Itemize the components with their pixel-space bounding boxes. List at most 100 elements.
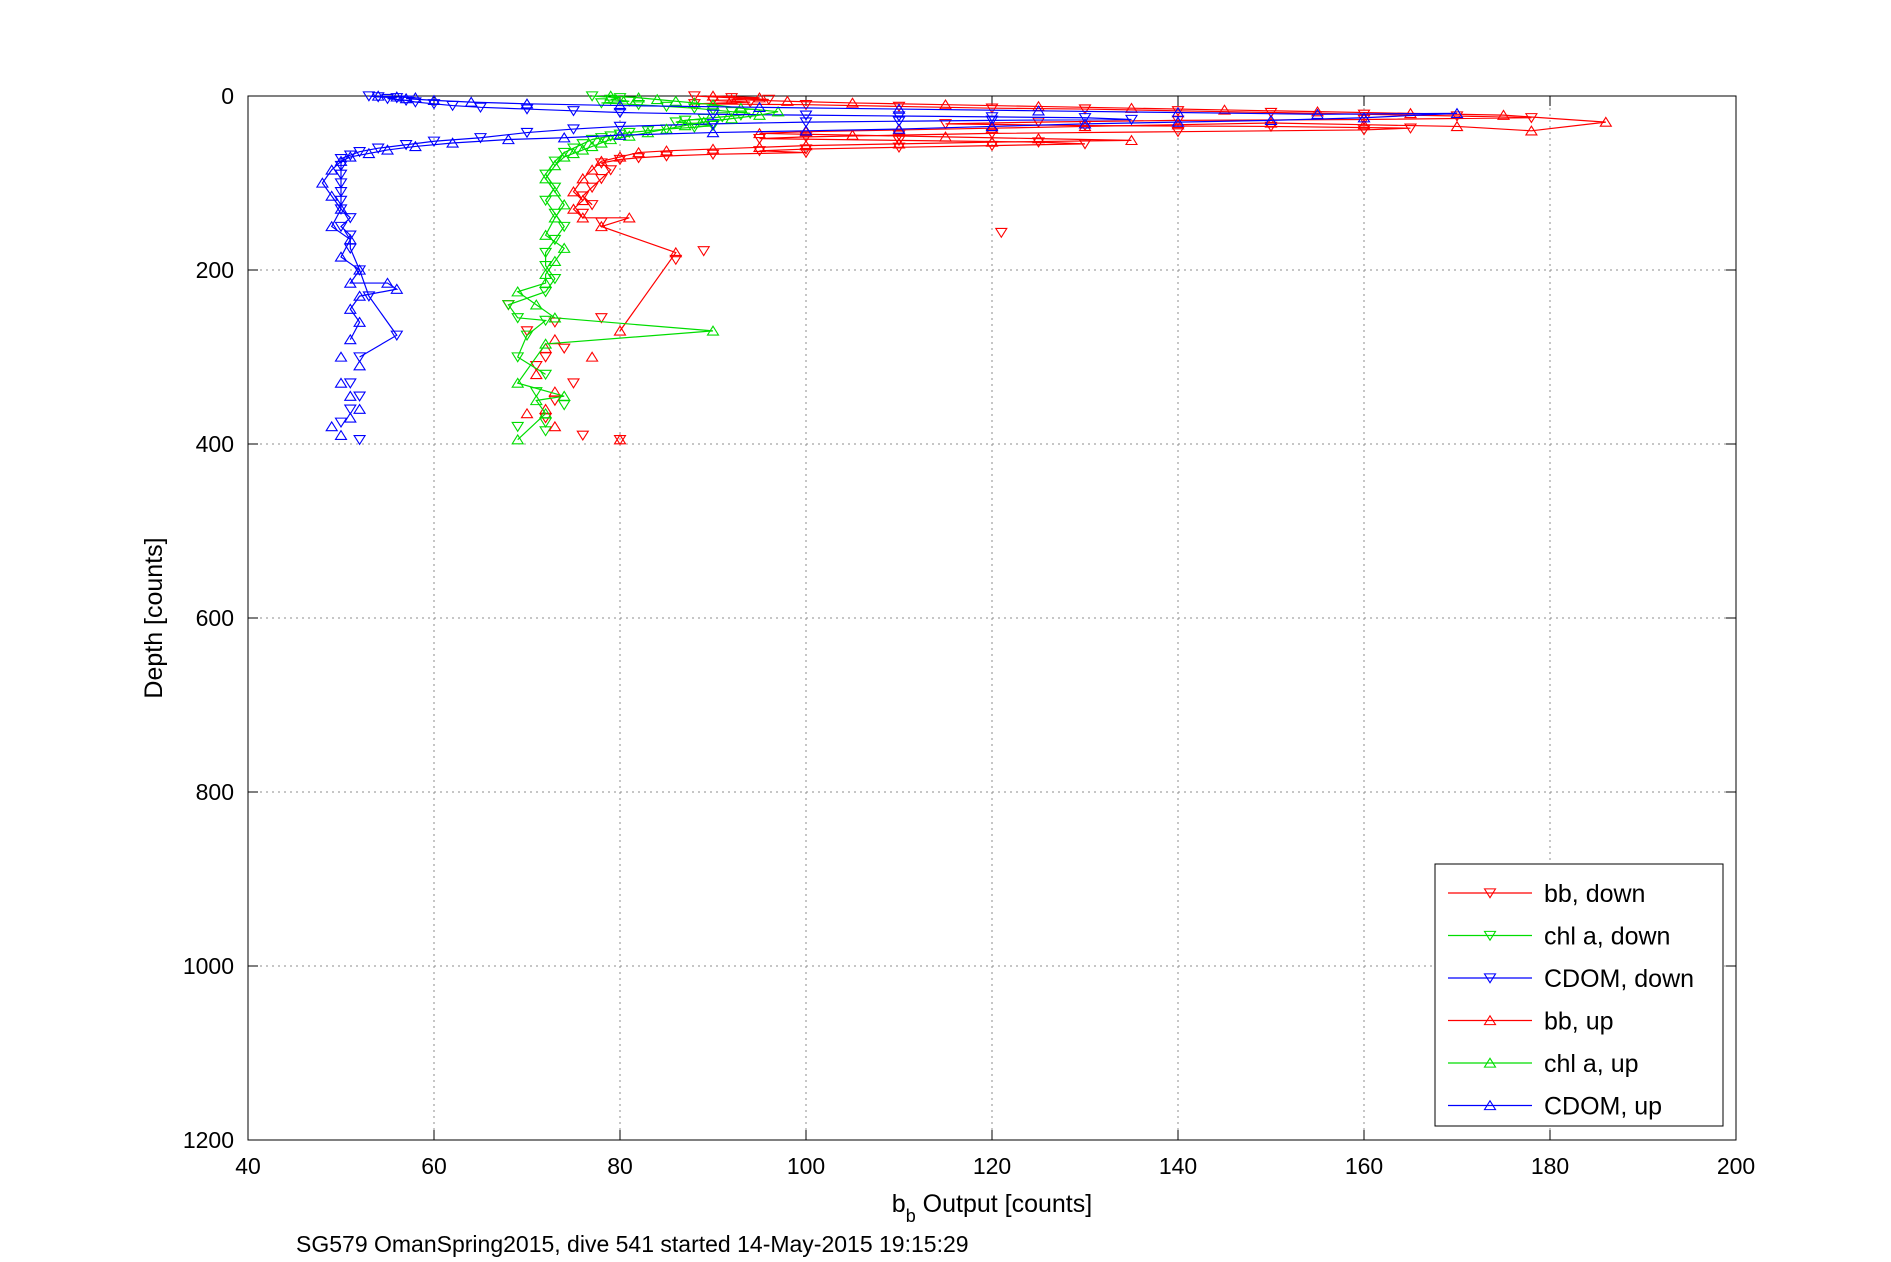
data-point (390, 330, 404, 341)
data-point (548, 185, 562, 197)
data-point (576, 172, 590, 184)
legend-label: CDOM, up (1544, 1093, 1662, 1121)
data-point (334, 153, 348, 165)
data-point (381, 93, 394, 105)
data-point (1078, 118, 1092, 129)
data-point (576, 208, 590, 220)
data-point (622, 127, 636, 139)
data-point (343, 412, 357, 423)
legend-label: chl a, up (1544, 1050, 1639, 1078)
data-point (669, 95, 683, 106)
data-point (594, 313, 608, 324)
data-point (846, 97, 859, 108)
data-point (334, 203, 348, 214)
data-point (613, 121, 627, 133)
data-point (529, 368, 543, 380)
data-point (799, 100, 813, 111)
data-point (529, 361, 543, 372)
series-line (516, 95, 779, 441)
data-point (334, 417, 348, 428)
legend-box (1434, 863, 1724, 1127)
data-point (539, 426, 553, 437)
data-point (567, 203, 580, 214)
data-point (985, 122, 999, 133)
x-tick-label: 140 (1159, 1153, 1197, 1179)
legend-marker (1483, 1099, 1497, 1111)
data-point (1171, 106, 1185, 117)
data-point (548, 312, 562, 323)
axis-ticks: 40 60 80 100 120 140 160 180 200 0 200 400 600 800 100… (183, 83, 1755, 1179)
data-point (753, 101, 766, 112)
data-point (1032, 117, 1045, 128)
x-tick-label: 100 (787, 1153, 825, 1179)
data-point (613, 107, 627, 119)
data-point (594, 133, 608, 144)
data-point (1032, 132, 1045, 144)
data-point (1264, 114, 1278, 126)
data-point (343, 150, 357, 161)
data-point (539, 407, 553, 419)
data-point (734, 110, 748, 121)
data-point (381, 277, 394, 288)
data-point (343, 390, 357, 401)
data-point (334, 251, 348, 262)
data-point (585, 140, 599, 152)
data-point (1125, 114, 1138, 126)
data-point (632, 100, 646, 111)
y-tick-label: 0 (221, 83, 234, 109)
data-point (641, 126, 655, 138)
data-point (706, 126, 720, 138)
data-point (520, 127, 534, 139)
data-point (1311, 108, 1324, 119)
data-point (1599, 116, 1613, 127)
data-point (1450, 107, 1464, 119)
legend-marker (1483, 1057, 1497, 1068)
legend: bb, down chl a, down CDOM, down bb, up chl a… (1434, 863, 1724, 1127)
data-point (343, 213, 357, 224)
data-point (1404, 123, 1417, 134)
data-point (567, 185, 580, 197)
legend-marker (1483, 1014, 1497, 1026)
data-point (734, 102, 748, 113)
data-point (446, 137, 460, 148)
data-point (353, 391, 367, 402)
data-point (594, 137, 608, 148)
data-point (1171, 118, 1185, 130)
x-tick-label: 80 (607, 1153, 633, 1179)
data-point (715, 112, 729, 123)
legend-label: bb, down (1544, 880, 1645, 908)
data-point (678, 115, 692, 127)
data-point (697, 246, 711, 257)
data-point (1032, 105, 1045, 116)
data-point (994, 227, 1008, 239)
data-point (780, 95, 794, 106)
data-point (539, 195, 553, 207)
data-point (846, 129, 859, 140)
data-point (557, 199, 571, 210)
data-point (408, 92, 422, 103)
data-point (408, 140, 422, 152)
data-point (362, 291, 376, 302)
data-point (539, 315, 553, 327)
series-chl-a-up (511, 90, 785, 445)
data-point (613, 129, 627, 140)
data-point (576, 430, 590, 442)
data-point (1497, 109, 1510, 120)
data-point (1078, 113, 1092, 124)
data-point (539, 277, 553, 288)
data-point (390, 91, 404, 102)
data-point (604, 90, 618, 101)
data-point (390, 283, 404, 294)
data-point (539, 260, 553, 272)
x-tick-label: 180 (1531, 1153, 1569, 1179)
data-point (334, 169, 348, 181)
data-point (985, 112, 999, 123)
legend-marker (1483, 973, 1497, 984)
series-line (321, 95, 1458, 340)
x-tick-label: 60 (421, 1153, 447, 1179)
data-point (585, 91, 599, 102)
data-point (706, 325, 720, 336)
data-point (892, 116, 906, 127)
data-point (334, 178, 348, 189)
